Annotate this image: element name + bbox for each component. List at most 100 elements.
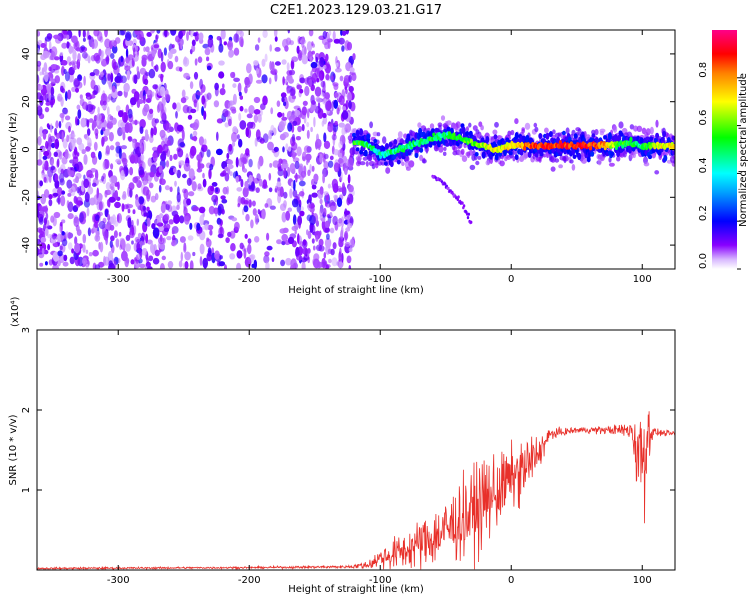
noise-cell xyxy=(206,237,210,242)
noise-cell xyxy=(211,182,218,187)
noise-cell xyxy=(326,233,330,240)
band-cell xyxy=(648,154,652,160)
noise-cell xyxy=(81,101,88,110)
noise-cell xyxy=(180,251,183,262)
secondary-trace-cell xyxy=(461,201,464,205)
noise-cell xyxy=(66,41,70,49)
noise-cell xyxy=(61,131,64,143)
noise-cell xyxy=(274,47,281,52)
noise-cell xyxy=(292,214,297,226)
noise-cell xyxy=(52,192,59,197)
noise-cell xyxy=(278,158,283,164)
noise-cell xyxy=(57,195,61,205)
noise-cell xyxy=(145,233,149,244)
noise-cell xyxy=(244,86,248,94)
noise-cell xyxy=(299,241,304,247)
noise-cell xyxy=(190,145,197,157)
spectrogram-x-ticks: -300 -200 -100 0 100 xyxy=(107,30,652,285)
noise-cell xyxy=(139,263,146,269)
noise-cell xyxy=(118,148,122,159)
noise-cell xyxy=(262,95,268,106)
noise-cell xyxy=(160,61,166,73)
noise-cell xyxy=(123,164,128,175)
noise-cell xyxy=(238,91,242,97)
ridge-cell xyxy=(589,145,593,151)
noise-cell xyxy=(78,212,84,223)
noise-cell xyxy=(87,186,94,195)
noise-cell xyxy=(115,238,120,248)
noise-cell xyxy=(192,122,199,131)
noise-cell xyxy=(255,67,260,74)
noise-cell xyxy=(262,179,268,189)
ridge-cell xyxy=(452,132,456,138)
noise-cell xyxy=(94,169,99,181)
noise-cell xyxy=(284,45,289,52)
noise-cell xyxy=(177,148,184,158)
noise-cell xyxy=(302,247,309,255)
noise-cell xyxy=(229,171,233,177)
noise-cell xyxy=(87,142,92,148)
noise-cell xyxy=(269,205,276,210)
noise-cell xyxy=(87,128,91,136)
noise-cell xyxy=(322,30,327,40)
noise-cell xyxy=(83,75,86,86)
noise-cell xyxy=(198,136,205,146)
halo-cell xyxy=(577,128,582,136)
noise-cell xyxy=(100,71,104,78)
noise-cell xyxy=(221,208,225,215)
noise-cell xyxy=(139,119,146,129)
noise-cell xyxy=(186,31,189,41)
noise-cell xyxy=(218,60,225,66)
noise-cell xyxy=(199,214,204,226)
noise-cell xyxy=(48,66,52,72)
noise-cell xyxy=(291,95,296,100)
noise-cell xyxy=(178,160,185,166)
noise-cell xyxy=(314,106,322,114)
noise-cell xyxy=(50,98,54,108)
noise-cell xyxy=(332,82,339,87)
spectrogram-x-tick-label: -300 xyxy=(107,274,130,285)
halo-cell xyxy=(618,121,624,129)
noise-cell xyxy=(133,47,136,58)
noise-cell xyxy=(66,56,71,63)
noise-cell xyxy=(89,72,96,77)
noise-cell xyxy=(290,258,297,269)
noise-cell xyxy=(40,236,47,243)
noise-cell xyxy=(150,195,157,203)
noise-cell xyxy=(171,44,175,49)
noise-cell xyxy=(146,206,150,212)
noise-cell xyxy=(323,132,327,143)
noise-cell xyxy=(60,60,68,66)
noise-cell xyxy=(148,255,154,262)
noise-cell xyxy=(120,55,124,63)
noise-cell xyxy=(242,168,248,173)
noise-cell xyxy=(184,261,189,269)
noise-cell xyxy=(326,61,330,69)
noise-cell xyxy=(39,71,43,76)
band-cell xyxy=(538,133,543,139)
noise-cell xyxy=(159,120,167,125)
noise-cell xyxy=(174,55,179,63)
figure-title: C2E1.2023.129.03.21.G17 xyxy=(270,3,442,18)
halo-cell xyxy=(468,149,473,156)
noise-cell xyxy=(294,230,297,235)
noise-cell xyxy=(238,138,243,148)
snr-y-tick-label: 1 xyxy=(21,487,32,493)
noise-cell xyxy=(43,176,47,183)
noise-cell xyxy=(109,115,114,121)
noise-cell xyxy=(166,236,172,241)
noise-cell xyxy=(136,66,140,73)
noise-cell xyxy=(146,32,152,37)
noise-cell xyxy=(287,146,292,152)
noise-cell xyxy=(329,155,334,161)
halo-cell xyxy=(552,129,556,135)
halo-cell xyxy=(492,129,498,135)
noise-cell xyxy=(323,140,331,149)
noise-cell xyxy=(59,172,65,183)
noise-cell xyxy=(299,88,304,94)
noise-cell xyxy=(224,166,229,172)
noise-cell xyxy=(83,178,90,189)
noise-cell xyxy=(62,261,69,267)
noise-cell xyxy=(216,148,223,156)
noise-cell xyxy=(152,146,158,152)
